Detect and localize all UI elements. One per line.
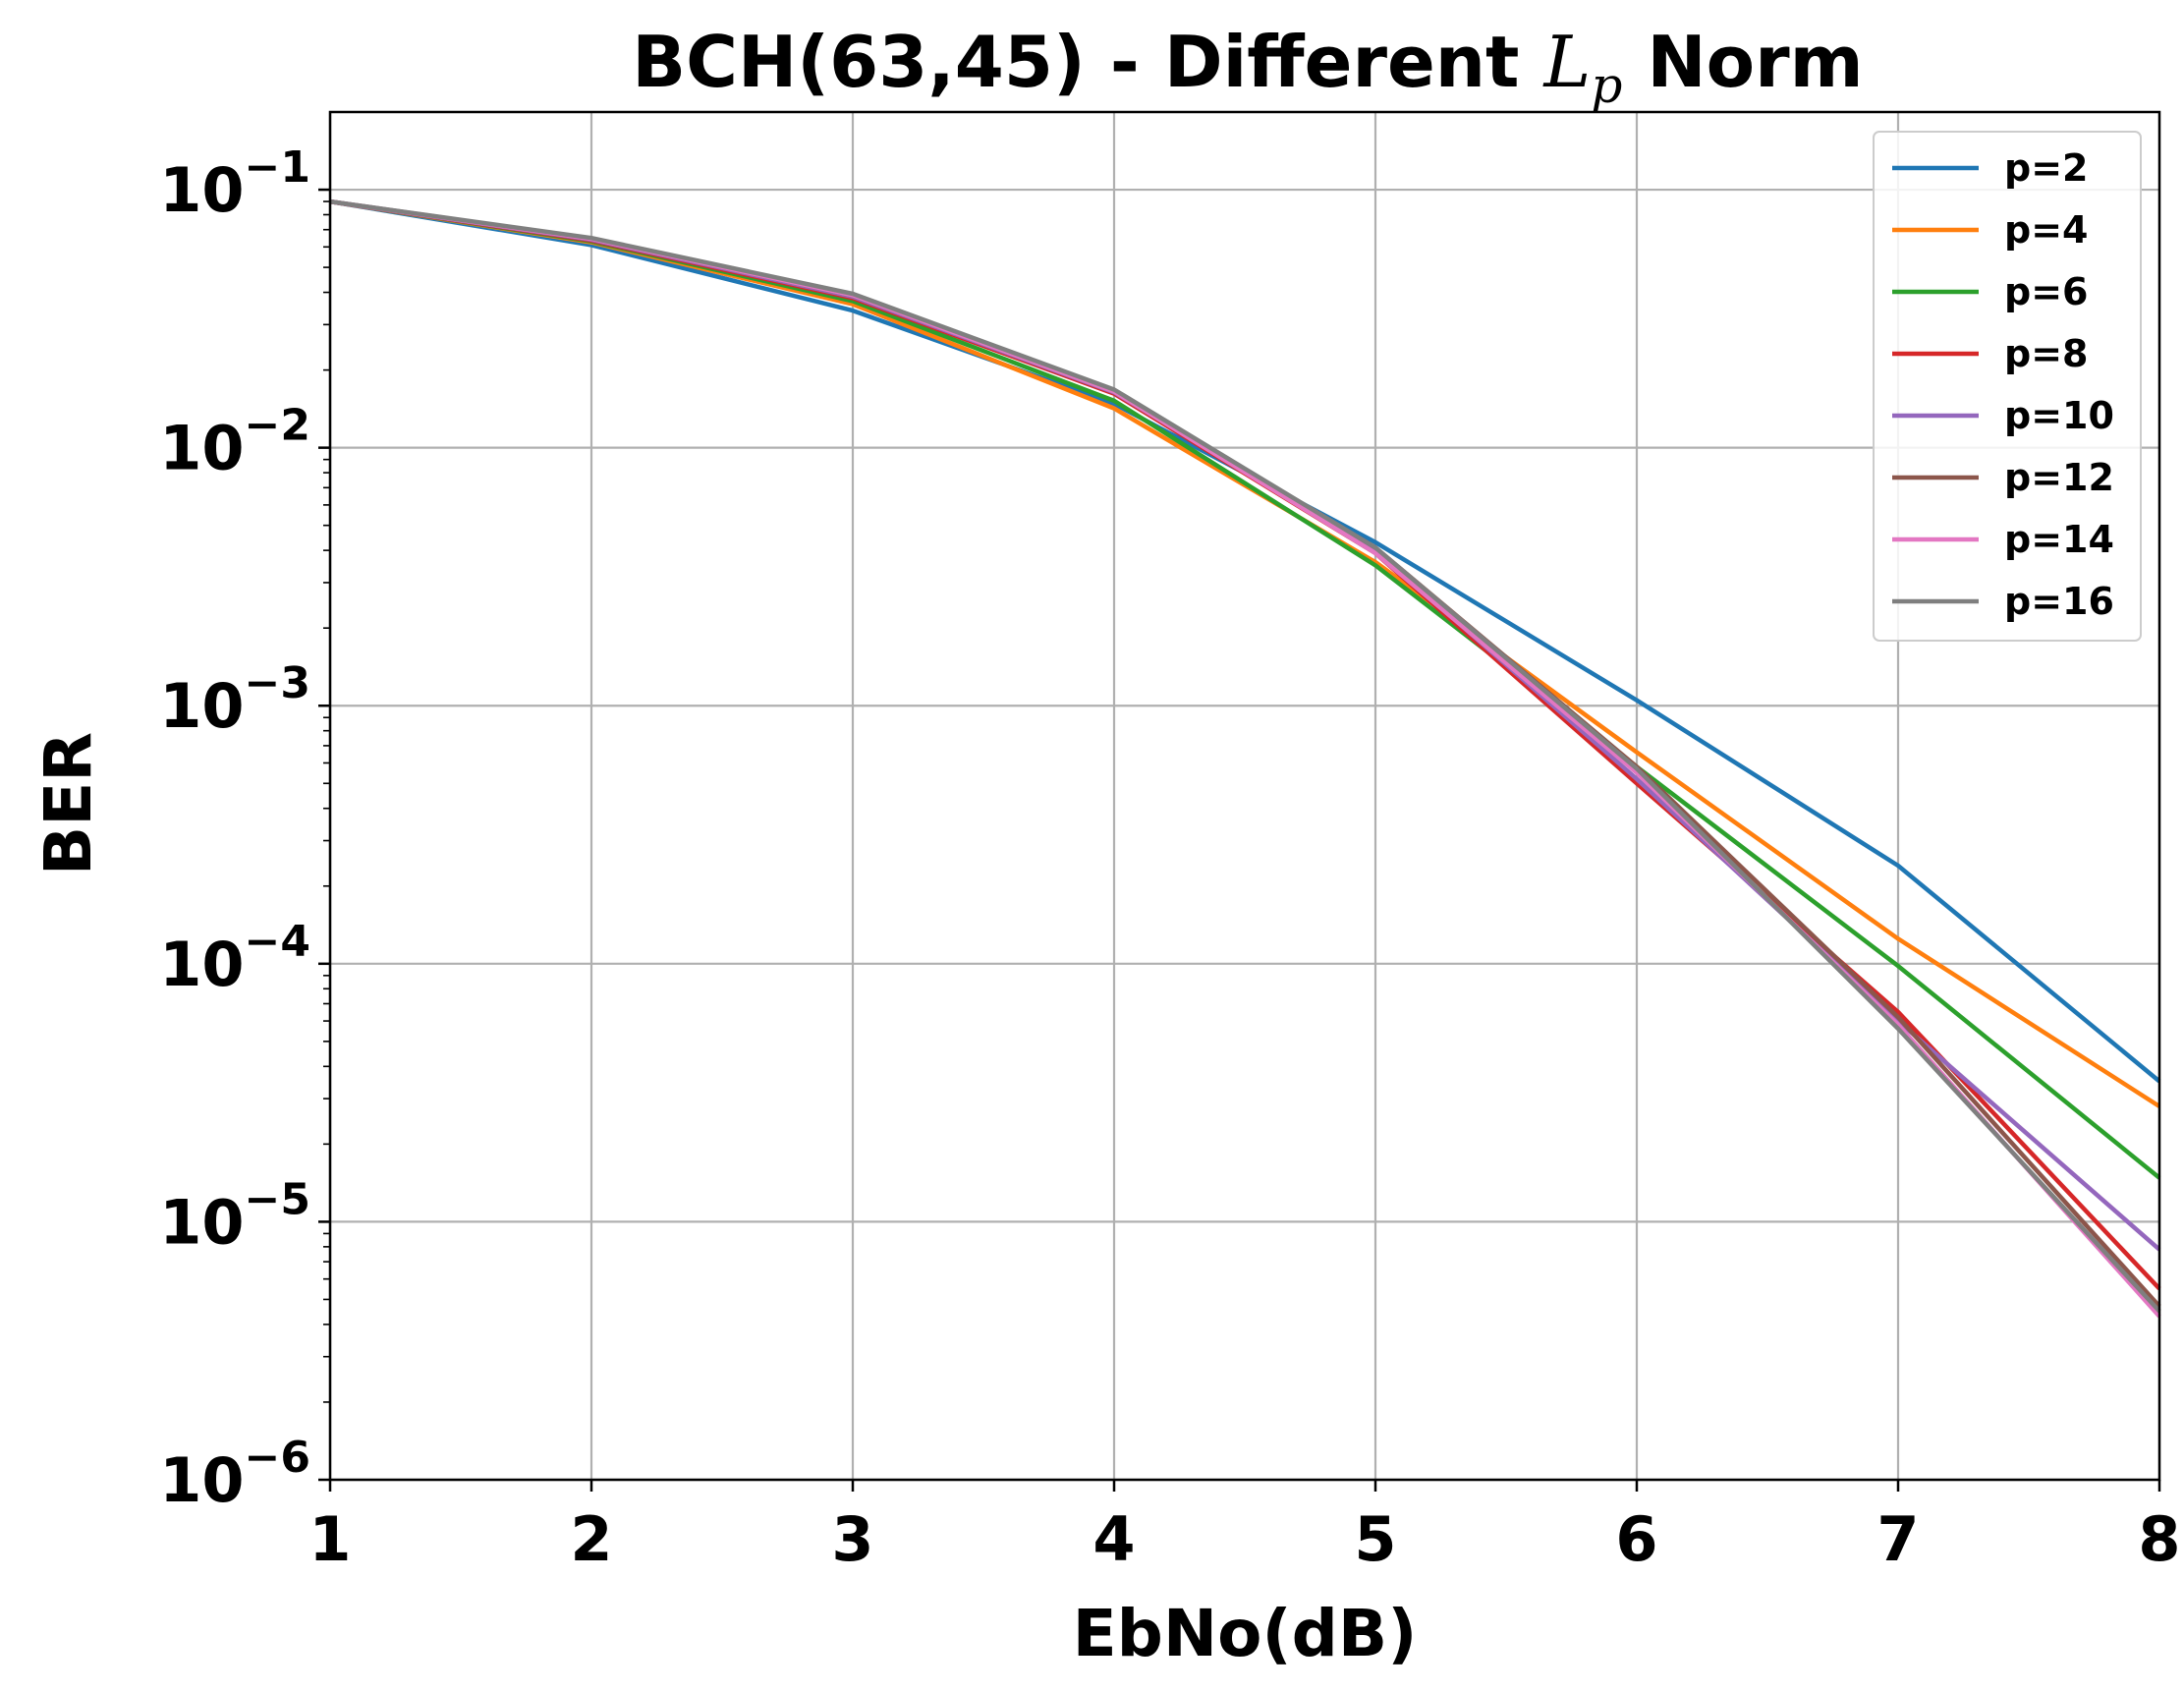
legend-label: p=16 bbox=[2004, 580, 2114, 623]
x-tick-label: 7 bbox=[1876, 1503, 1919, 1575]
x-tick-label: 6 bbox=[1615, 1503, 1657, 1575]
y-tick-label: 10−6 bbox=[159, 1433, 310, 1516]
legend-label: p=6 bbox=[2004, 270, 2088, 313]
title-norm-symbol: L bbox=[1542, 21, 1592, 103]
legend: p=2 p=4 p=6 p=8 p=10 p=12 p=14 p=16 bbox=[1873, 131, 2142, 642]
legend-entry-p-6: p=6 bbox=[1892, 270, 2088, 313]
x-tick-label: 4 bbox=[1092, 1503, 1135, 1575]
legend-label: p=2 bbox=[2004, 146, 2088, 190]
legend-label: p=10 bbox=[2004, 394, 2114, 437]
x-axis-label: EbNo(dB) bbox=[1073, 1596, 1418, 1671]
y-tick-label: 10−3 bbox=[159, 658, 310, 742]
legend-label: p=4 bbox=[2004, 208, 2088, 252]
legend-box bbox=[1873, 131, 2142, 642]
title-norm-subscript: p bbox=[1591, 57, 1622, 114]
series-line-p-16 bbox=[329, 198, 2161, 1314]
chart-title: BCH(63,45) - Different Lp Norm bbox=[632, 21, 1863, 114]
x-tick-label: 3 bbox=[831, 1503, 873, 1575]
x-tick-label: 8 bbox=[2138, 1503, 2180, 1575]
y-tick-label: 10−5 bbox=[159, 1174, 310, 1258]
legend-entry-p-16: p=16 bbox=[1892, 580, 2114, 623]
x-tick-label: 5 bbox=[1354, 1503, 1396, 1575]
legend-items: p=2 p=4 p=6 p=8 p=10 p=12 p=14 p=16 bbox=[1892, 146, 2114, 623]
legend-label: p=8 bbox=[2004, 332, 2088, 375]
y-tick-label: 10−4 bbox=[159, 917, 310, 1000]
legend-entry-p-8: p=8 bbox=[1892, 332, 2088, 375]
x-tick-label: 1 bbox=[308, 1503, 351, 1575]
y-tick-label: 10−1 bbox=[159, 142, 310, 226]
x-axis-ticks: 1 2 3 4 5 6 7 8 bbox=[308, 1480, 2181, 1575]
legend-label: p=12 bbox=[2004, 456, 2114, 499]
legend-label: p=14 bbox=[2004, 518, 2114, 561]
series-lines bbox=[329, 198, 2161, 1319]
y-axis-ticks: 10−1 10−2 10−3 10−4 10−5 10−6 bbox=[159, 142, 330, 1516]
legend-entry-p-12: p=12 bbox=[1892, 456, 2114, 499]
legend-entry-p-2: p=2 bbox=[1892, 146, 2088, 190]
x-tick-label: 2 bbox=[570, 1503, 612, 1575]
legend-entry-p-4: p=4 bbox=[1892, 208, 2088, 252]
plot-area-frame bbox=[328, 110, 2161, 1482]
y-axis-label: BER bbox=[30, 732, 106, 875]
y-tick-label: 10−2 bbox=[159, 401, 310, 484]
legend-entry-p-14: p=14 bbox=[1892, 518, 2114, 561]
legend-entry-p-10: p=10 bbox=[1892, 394, 2114, 437]
